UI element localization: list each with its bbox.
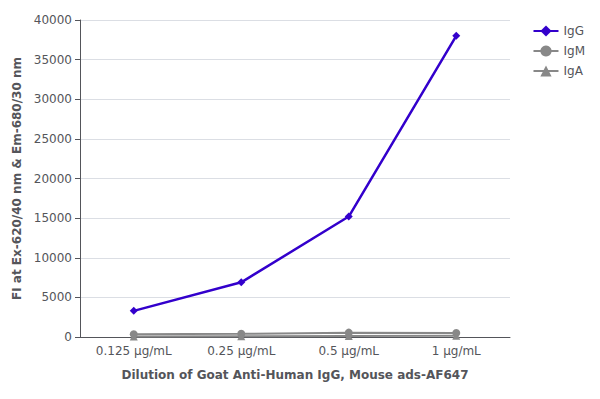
svg-text:FI at Ex-620/40 nm & Em-680/30: FI at Ex-620/40 nm & Em-680/30 nm [10,57,24,300]
svg-text:5000: 5000 [41,290,72,304]
svg-text:1 μg/mL: 1 μg/mL [432,344,481,358]
svg-text:0.25 μg/mL: 0.25 μg/mL [207,344,276,358]
svg-text:0.5 μg/mL: 0.5 μg/mL [318,344,379,358]
svg-text:35000: 35000 [34,53,72,67]
svg-text:20000: 20000 [34,172,72,186]
svg-text:0: 0 [64,330,72,344]
svg-text:10000: 10000 [34,251,72,265]
svg-text:IgG: IgG [563,24,583,38]
svg-text:IgM: IgM [563,44,585,58]
svg-text:15000: 15000 [34,211,72,225]
svg-text:0.125 μg/mL: 0.125 μg/mL [96,344,172,358]
svg-text:IgA: IgA [563,64,583,78]
svg-text:40000: 40000 [34,13,72,27]
svg-text:Dilution of Goat Anti-Human Ig: Dilution of Goat Anti-Human IgG, Mouse a… [121,368,468,382]
svg-text:25000: 25000 [34,132,72,146]
svg-text:30000: 30000 [34,92,72,106]
